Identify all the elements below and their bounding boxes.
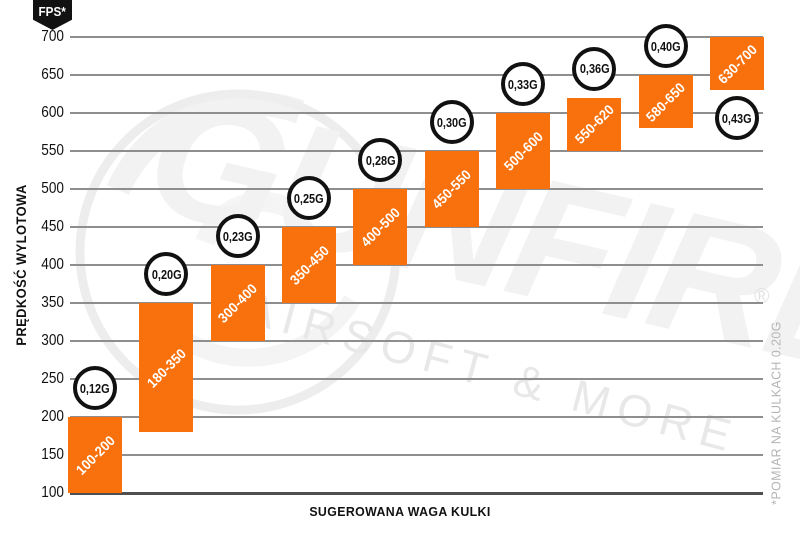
gridline	[70, 454, 763, 456]
fps-range-bar: 100-200	[68, 417, 122, 493]
bar-range-label: 450-550	[428, 166, 475, 212]
gridline	[70, 264, 763, 266]
bb-weight-label: 0,30G	[436, 114, 467, 130]
bb-weight-label: 0,43G	[722, 110, 752, 126]
bb-weight-bubble: 0,20G	[144, 252, 189, 296]
gridline	[70, 378, 763, 380]
bb-weight-bubble: 0,23G	[215, 214, 260, 258]
bb-weight-label: 0,33G	[508, 76, 538, 92]
fps-range-bar: 350-450	[282, 227, 336, 303]
y-tick-label: 500	[41, 180, 64, 197]
bar-range-label: 400-500	[357, 204, 404, 250]
y-tick-label: 650	[41, 66, 64, 83]
y-tick-label: 350	[41, 294, 64, 311]
y-tick-label: 450	[41, 218, 64, 235]
fps-range-bar: 630-700	[710, 37, 764, 91]
y-tick-label: 100	[41, 484, 64, 501]
bb-weight-bubble: 0,12G	[73, 366, 117, 410]
fps-range-bar: 500-600	[496, 113, 550, 189]
bb-weight-label: 0,25G	[294, 190, 324, 206]
bb-weight-bubble: 0,30G	[429, 100, 474, 144]
y-tick-label: 600	[41, 104, 64, 121]
gridline	[70, 188, 763, 190]
bb-weight-label: 0,40G	[650, 38, 681, 54]
gridline	[70, 36, 763, 38]
watermark-tagline-text: AIRSOFT & MORE	[239, 282, 745, 463]
bar-range-label: 180-350	[143, 344, 190, 391]
y-tick-label: 400	[41, 256, 64, 273]
measurement-footnote: *POMIAR NA KULKACH 0.20G	[768, 321, 784, 505]
bb-weight-label: 0,28G	[365, 152, 396, 168]
fps-range-bar: 450-550	[424, 151, 479, 227]
gridline	[70, 112, 763, 114]
bar-range-label: 630-700	[714, 40, 760, 87]
bb-weight-bubble: 0,28G	[358, 138, 403, 182]
bar-range-label: 300-400	[214, 280, 261, 326]
fps-range-bar: 300-400	[210, 265, 265, 341]
gridline	[70, 416, 763, 418]
y-tick-label: 250	[41, 370, 64, 387]
watermark-registered-mark: ®	[754, 285, 770, 308]
bar-range-label: 500-600	[500, 128, 546, 174]
x-axis-baseline	[70, 492, 763, 495]
bb-weight-label: 0,12G	[80, 380, 110, 396]
y-tick-label: 150	[41, 446, 64, 463]
fps-range-bar: 580-650	[638, 75, 693, 129]
gridline	[70, 150, 763, 152]
bb-weight-bubble: 0,25G	[287, 176, 331, 220]
bb-weight-bubble: 0,33G	[501, 62, 545, 106]
fps-range-bar: 550-620	[567, 97, 622, 151]
y-tick-label: 550	[41, 142, 64, 159]
y-tick-label: 300	[41, 332, 64, 349]
bar-range-label: 580-650	[642, 78, 689, 125]
gridline	[70, 74, 763, 76]
x-axis-title: SUGEROWANA WAGA KULKI	[309, 504, 491, 519]
bb-weight-bubble: 0,43G	[715, 96, 759, 141]
fps-range-bar: 400-500	[353, 189, 408, 265]
bar-range-label: 350-450	[286, 242, 332, 288]
fps-unit-badge: FPS*	[33, 0, 72, 30]
bb-weight-label: 0,36G	[579, 61, 610, 77]
bar-range-label: 100-200	[72, 432, 118, 478]
gridline	[70, 302, 763, 304]
fps-range-bar: 180-350	[139, 303, 194, 433]
bb-weight-bubble: 0,36G	[572, 46, 617, 91]
y-tick-label: 200	[41, 408, 64, 425]
gridline	[70, 340, 763, 342]
bar-range-label: 550-620	[571, 101, 618, 148]
y-tick-label: 700	[41, 28, 64, 45]
fps-unit-badge-label: FPS*	[38, 4, 67, 19]
bb-weight-bubble: 0,40G	[643, 24, 688, 68]
bb-weight-label: 0,23G	[222, 228, 253, 244]
gridline	[70, 226, 763, 228]
y-axis-title: PRĘDKOŚĆ WYLOTOWA	[13, 184, 29, 346]
bb-weight-label: 0,20G	[151, 266, 182, 282]
